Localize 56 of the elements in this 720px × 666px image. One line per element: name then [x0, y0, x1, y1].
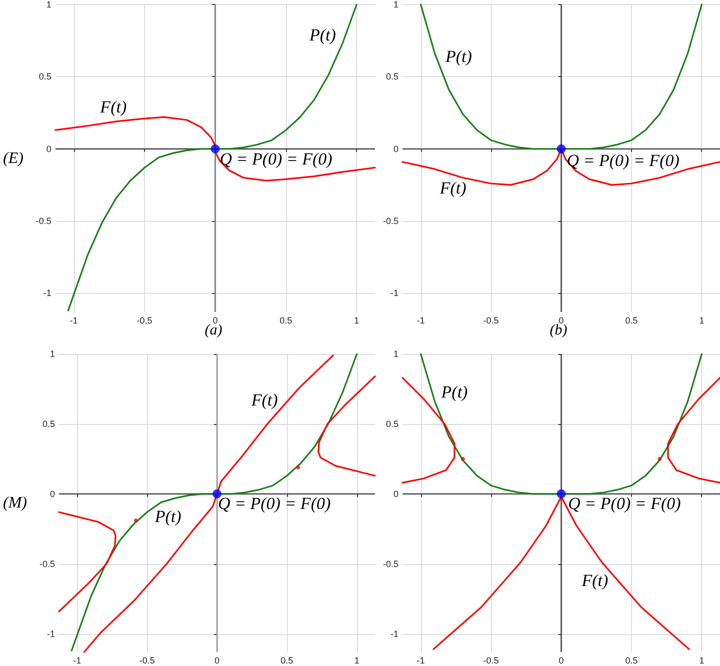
y-tick-label: 0	[50, 488, 55, 499]
y-tick-label: -1	[43, 288, 52, 298]
annotation: P(t)	[308, 25, 336, 44]
text: (a)	[204, 322, 222, 338]
y-tick-label: -1	[390, 628, 399, 639]
annotation: F(t)	[580, 571, 609, 590]
annotation: F(t)	[99, 98, 127, 116]
x-tick-label: -1	[416, 316, 425, 326]
y-tick-label: 1	[50, 349, 55, 359]
annotation: F(t)	[438, 178, 467, 198]
y-tick-label: 0.5	[38, 72, 52, 82]
y-tick-label: -0.5	[39, 558, 55, 569]
x-tick-label: -1	[416, 656, 425, 666]
y-axis-title: (E)	[2, 150, 24, 167]
text: (b)	[550, 322, 568, 338]
x-tick-label: 0.5	[625, 656, 638, 666]
annotation: P(t)	[440, 382, 468, 402]
y-tick-label: -1	[46, 628, 55, 639]
y-tick-label: 0	[46, 144, 52, 154]
annotation: F(t)	[250, 390, 278, 410]
x-tick-label: -0.5	[483, 316, 499, 326]
x-tick-label: 1	[699, 656, 704, 666]
y-tick-label: 0.5	[386, 72, 399, 82]
y-tick-label: 0.5	[42, 418, 55, 429]
y-tick-label: 1	[46, 0, 52, 10]
x-tick-label: -0.5	[139, 656, 155, 666]
x-tick-label: 0.5	[280, 316, 292, 326]
y-tick-label: 0	[393, 488, 399, 499]
annotation: Q = P(0) = F(0)	[566, 150, 680, 170]
y-tick-label: 1	[393, 349, 399, 359]
annotation: P(t)	[444, 46, 472, 66]
x-tick-label: -0.5	[483, 656, 499, 666]
x-tick-label: 1	[354, 656, 360, 666]
y-tick-label: -0.5	[36, 216, 52, 226]
y-tick-label: -0.5	[382, 558, 399, 569]
x-tick-label: 0	[212, 316, 218, 326]
x-tick-label: 0.5	[280, 656, 294, 666]
x-tick-label: 0.5	[625, 316, 638, 326]
x-tick-label: 1	[699, 316, 704, 326]
x-tick-label: 1	[354, 316, 360, 326]
y-tick-label: 1	[393, 0, 399, 10]
x-tick-label: 0	[214, 656, 220, 666]
annotation: P(t)	[154, 506, 182, 526]
annotation: Q = P(0) = F(0)	[568, 494, 682, 514]
annotation: Q = P(0) = F(0)	[220, 149, 333, 168]
x-tick-label: -1	[73, 656, 82, 666]
x-tick-label: -1	[70, 316, 78, 326]
y-tick-label: -1	[390, 288, 399, 298]
x-tick-label: 0	[558, 316, 564, 326]
y-tick-label: 0	[393, 144, 399, 154]
y-tick-label: -0.5	[382, 216, 399, 226]
y-axis-title: (M)	[3, 494, 27, 512]
y-tick-label: 0.5	[386, 418, 399, 429]
x-tick-label: -0.5	[136, 316, 152, 326]
x-tick-label: 0	[558, 656, 564, 666]
annotation: Q = P(0) = F(0)	[218, 494, 331, 514]
